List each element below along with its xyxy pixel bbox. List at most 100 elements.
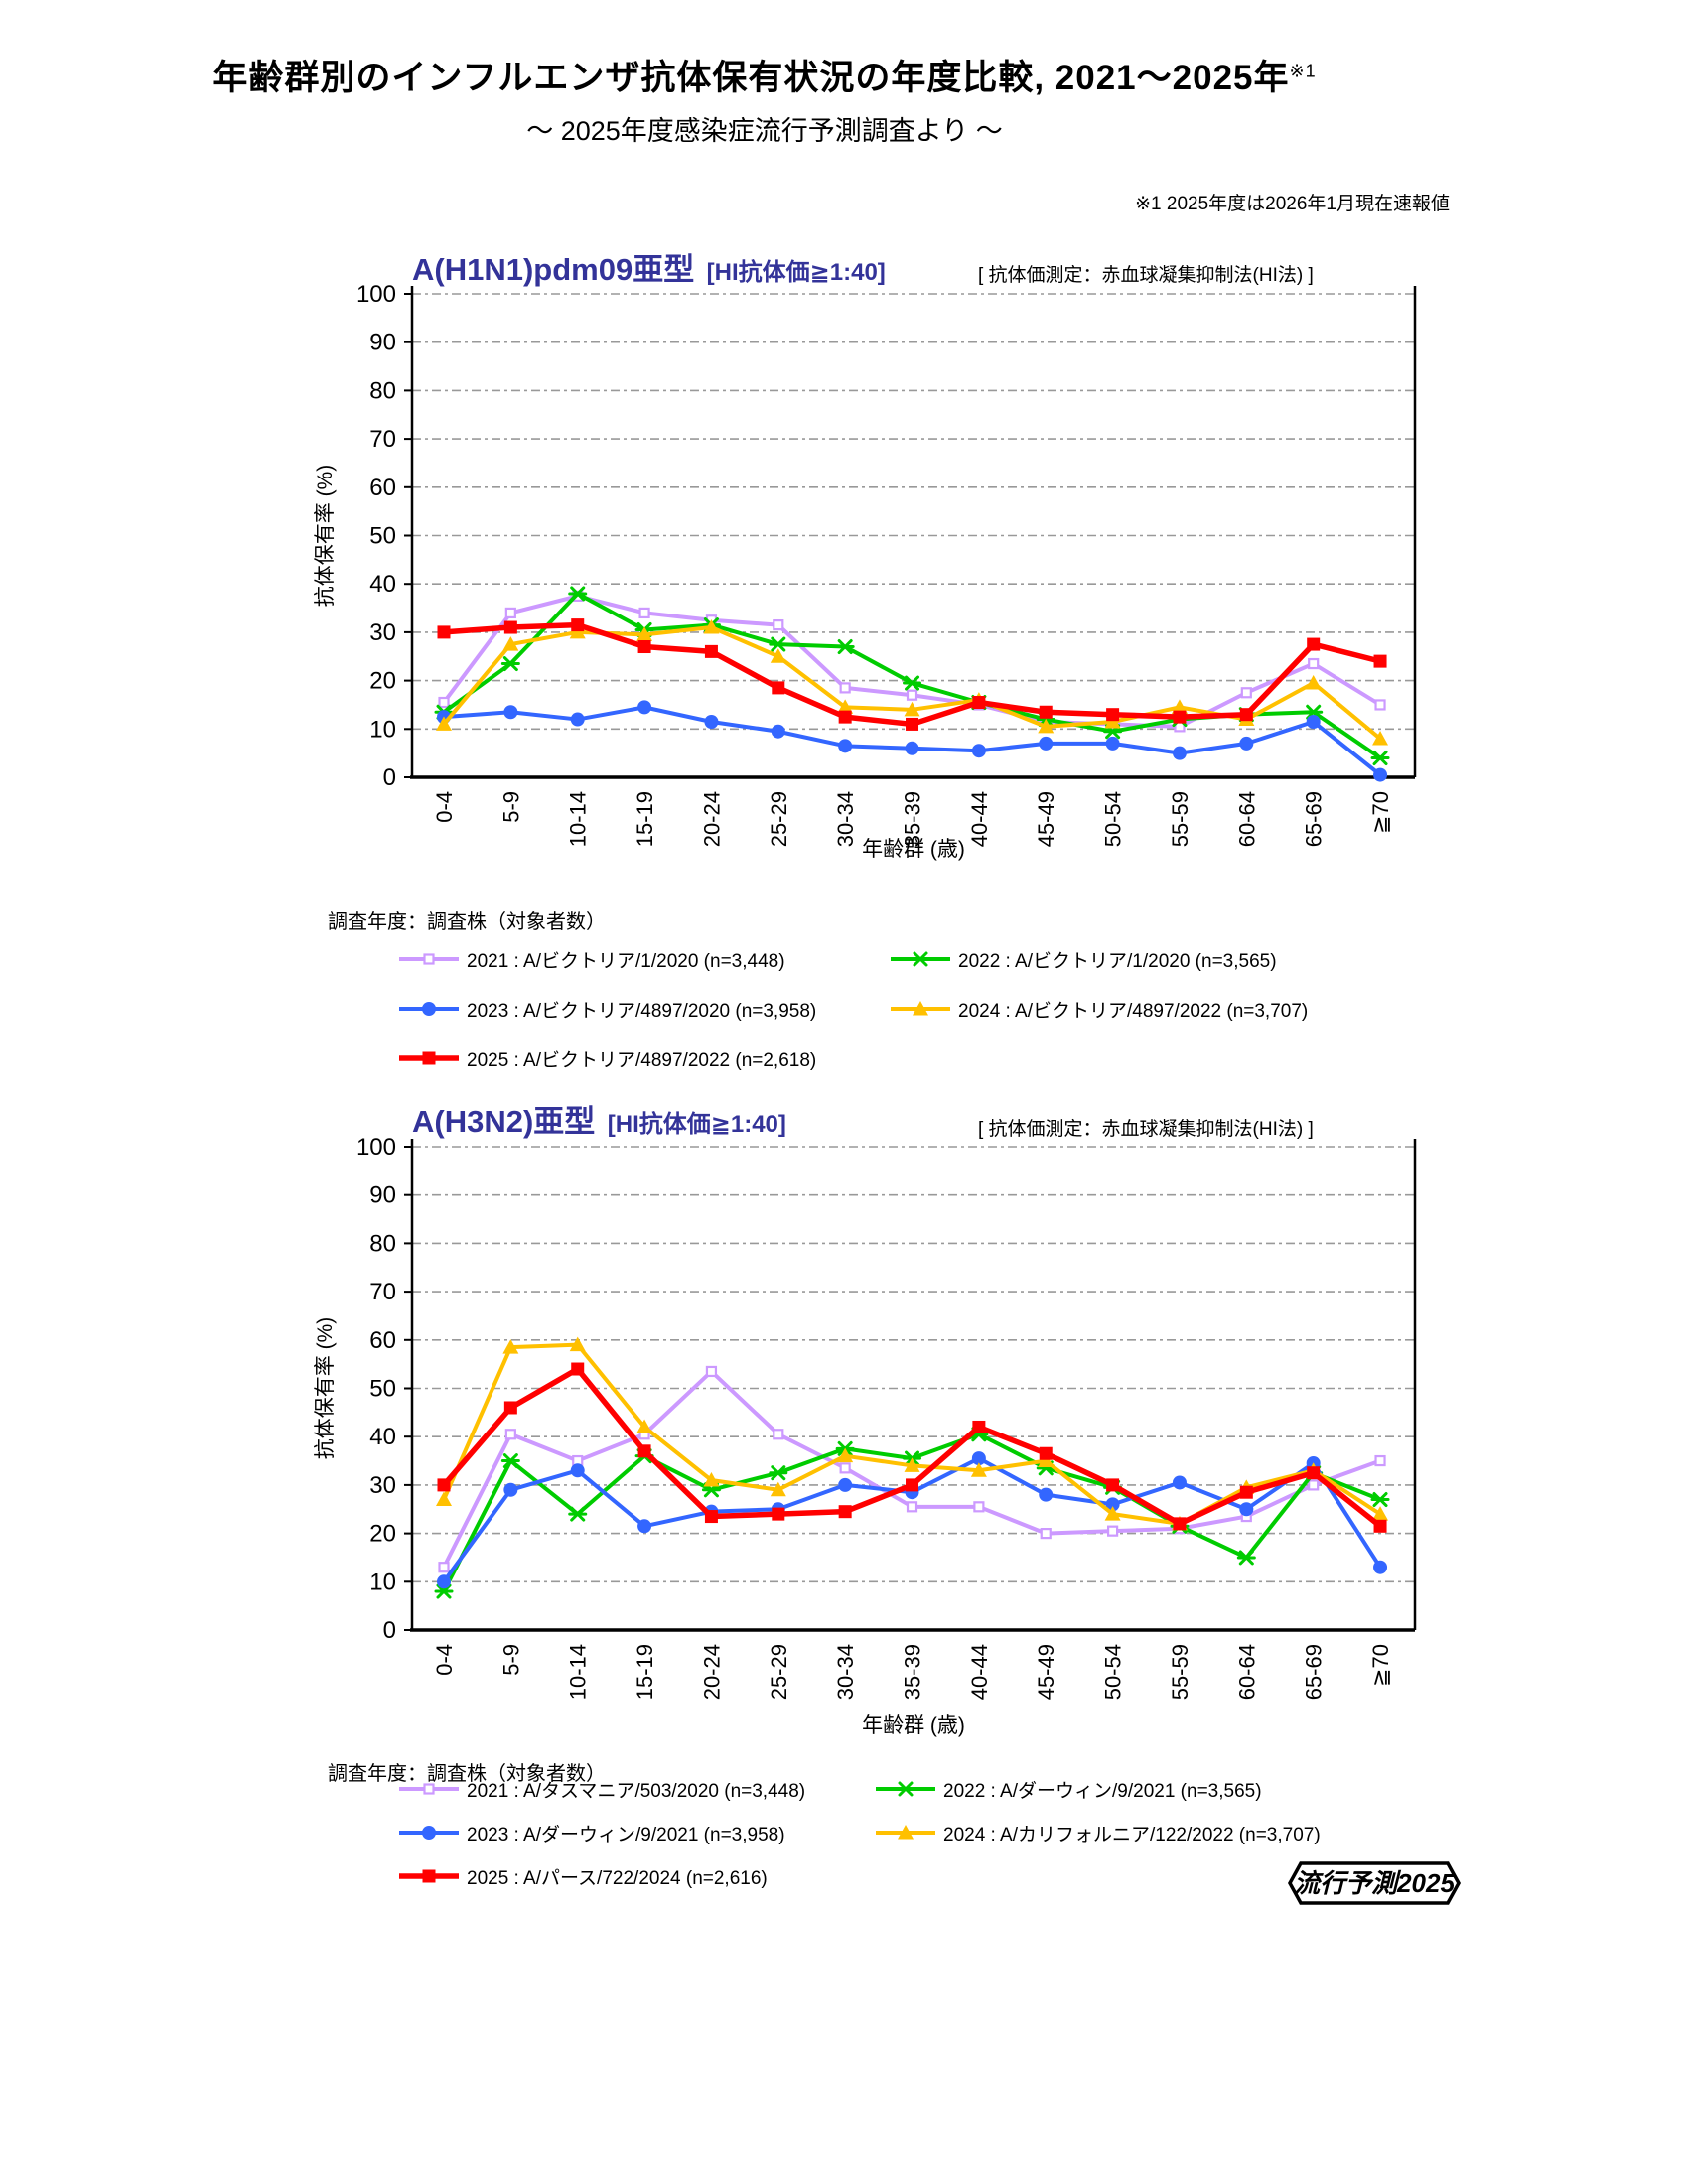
legend-label-2023: 2023 : A/ビクトリア/4897/2020 (n=3,958) (467, 1000, 817, 1022)
y-tick-label: 80 (369, 1230, 396, 1257)
y-tick-label: 60 (369, 1327, 396, 1354)
chart2-title-main: A(H3N2)亜型 (412, 1104, 596, 1139)
marker-open-square (1374, 1454, 1386, 1467)
marker-square (1173, 710, 1187, 724)
y-tick-label: 0 (383, 764, 396, 791)
y-tick-label: 100 (356, 1134, 396, 1160)
x-axis-labels: 0-4 5-9 10-14 15-19 20-24 25-29 30-34 35-39 40-4… (432, 791, 1393, 847)
axes (410, 286, 1417, 779)
marker-triangle (770, 648, 786, 663)
marker-circle (1306, 714, 1321, 729)
marker-open-square (1240, 687, 1252, 699)
legend-item-2022: 2022 : A/ダーウィン/9/2021 (n=3,565) (874, 1775, 1262, 1803)
x-tick-label: 45-49 (1034, 1644, 1058, 1700)
marker-triangle (970, 1462, 987, 1477)
legend-key-2021 (399, 953, 459, 965)
marker-circle (1373, 767, 1388, 782)
x-tick-label: 65-69 (1302, 1644, 1327, 1700)
marker-circle (971, 744, 986, 758)
chart2-title-threshold: [HI抗体価≧1:40] (607, 1111, 786, 1138)
marker-square (704, 644, 718, 658)
x-tick-label: 35-39 (901, 791, 925, 847)
marker-square (437, 625, 451, 639)
legend-item-2023: 2023 : A/ビクトリア/4897/2020 (n=3,958) (397, 995, 816, 1023)
x-tick-label: 40-44 (967, 1644, 992, 1700)
legend-key-2024 (876, 1825, 935, 1840)
marker-square (1106, 1478, 1120, 1492)
y-tick-label: 40 (369, 571, 396, 598)
marker-triangle (569, 1336, 586, 1352)
marker-square (571, 618, 585, 632)
marker-square (637, 1444, 651, 1458)
x-tick-label: ≧70 (1368, 1644, 1393, 1687)
marker-open-square (1040, 1528, 1052, 1540)
legend-item-2024: 2024 : A/ビクトリア/4897/2022 (n=3,707) (889, 995, 1308, 1023)
marker-square (1039, 1446, 1053, 1460)
marker-circle (503, 1482, 518, 1497)
marker-open-square (423, 1783, 435, 1795)
marker-square (972, 696, 986, 710)
marker-square (571, 1362, 585, 1376)
legend-key-2022 (891, 951, 950, 967)
legend-key-2023 (399, 1002, 459, 1016)
hyoka-badge: 流行予測2025 (1287, 1860, 1462, 1906)
marker-square (503, 620, 517, 634)
marker-circle (1239, 736, 1254, 751)
marker-triangle (1372, 731, 1389, 746)
marker-square (1106, 708, 1120, 722)
series-2021 (438, 1365, 1386, 1573)
y-tick-label: 80 (369, 377, 396, 404)
marker-circle (637, 700, 652, 715)
x-tick-label: 15-19 (633, 791, 657, 847)
legend-item-2021: 2021 : A/ビクトリア/1/2020 (n=3,448) (397, 945, 785, 973)
y-axis-title: 抗体保有率 (%) (314, 465, 337, 608)
legend-key-2025 (399, 1051, 459, 1065)
marker-asterisk (896, 1781, 915, 1797)
marker-asterisk (1236, 1550, 1256, 1566)
marker-circle (905, 741, 919, 755)
marker-circle (570, 712, 585, 727)
marker-square (838, 710, 852, 724)
x-tick-label: 35-39 (901, 1644, 925, 1700)
legend-key-2025 (399, 1869, 459, 1883)
marker-circle (1373, 1560, 1388, 1574)
x-tick-label: ≧70 (1368, 791, 1393, 834)
legend-item-2021: 2021 : A/タスマニア/503/2020 (n=3,448) (397, 1775, 805, 1803)
marker-triangle (502, 1339, 519, 1354)
marker-square (1307, 637, 1321, 651)
x-tick-label: 0-4 (432, 1644, 457, 1676)
marker-open-square (1308, 1479, 1320, 1491)
marker-square (772, 1507, 785, 1521)
x-tick-label: 0-4 (432, 791, 457, 823)
legend-key-2021 (399, 1783, 459, 1795)
legend-item-2025: 2025 : A/ビクトリア/4897/2022 (n=2,618) (397, 1044, 816, 1072)
chart1-legend-header: 調査年度：調査株（対象者数） (328, 911, 606, 933)
marker-open-square (1106, 1525, 1119, 1537)
marker-triangle (898, 1825, 914, 1840)
marker-circle (637, 1519, 652, 1534)
marker-asterisk (1370, 751, 1390, 766)
y-tick-label: 70 (369, 1279, 396, 1305)
marker-square (972, 1420, 986, 1433)
x-tick-label: 25-29 (767, 791, 791, 847)
marker-triangle (1305, 675, 1322, 690)
marker-asterisk (500, 1453, 520, 1469)
chart1-title-threshold: [HI抗体価≧1:40] (706, 259, 886, 286)
x-tick-label: 50-54 (1101, 791, 1126, 847)
y-axis-title: 抗体保有率 (%) (314, 1317, 337, 1460)
marker-triangle (1372, 1506, 1389, 1521)
marker-circle (422, 1002, 436, 1016)
x-tick-label: 55-59 (1168, 1644, 1193, 1700)
page-title-text: 年齢群別のインフルエンザ抗体保有状況の年度比較, 2021〜2025年 (212, 59, 1290, 97)
y-axis-labels: 0 10 20 30 40 50 60 70 80 90 100 (356, 281, 412, 791)
legend-label-2025: 2025 : A/パース/722/2024 (n=2,616) (467, 1867, 768, 1889)
marker-square (906, 717, 919, 731)
series-2023 (437, 700, 1388, 782)
marker-open-square (773, 1429, 784, 1440)
marker-open-square (1308, 657, 1320, 670)
series-line-2022 (442, 591, 1383, 760)
marker-triangle (904, 1457, 920, 1472)
marker-square (422, 1051, 436, 1065)
x-tick-label: 60-64 (1234, 1644, 1259, 1700)
